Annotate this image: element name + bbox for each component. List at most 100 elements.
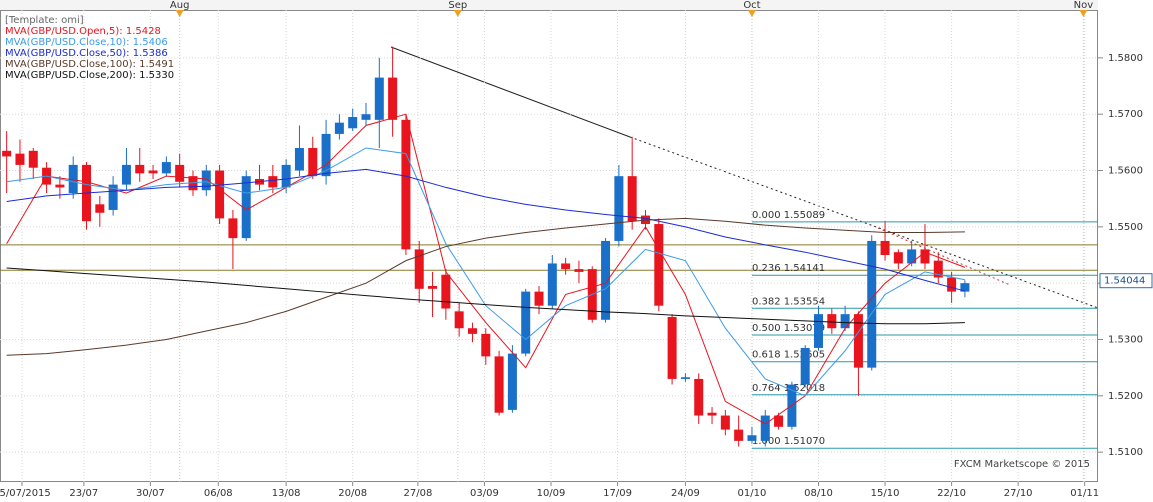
- candle-body: [654, 224, 664, 306]
- x-tick-label: 20/08: [338, 488, 367, 499]
- fib-label: 0.618 1.52605: [752, 350, 825, 361]
- candle-body: [853, 314, 863, 368]
- month-label: Sep: [448, 0, 467, 11]
- candle-body: [933, 260, 943, 278]
- candle-body: [707, 412, 717, 416]
- candle-body: [388, 77, 398, 120]
- candle-body: [494, 356, 504, 413]
- last-price-label: 1.54044: [1104, 276, 1145, 287]
- y-tick-label: 1.5100: [1108, 447, 1143, 458]
- candle-body: [534, 291, 544, 306]
- candle-body: [467, 328, 477, 334]
- candle-body: [627, 176, 637, 222]
- candle-body: [667, 316, 677, 379]
- candle-body: [694, 378, 704, 416]
- fib-label: 1.000 1.51070: [752, 436, 825, 447]
- template-label: [Template: omi]: [5, 15, 84, 26]
- candle-body: [827, 314, 837, 329]
- legend-entry: MVA(GBP/USD.Close,10): 1.5406: [5, 37, 168, 48]
- x-tick-label: 13/08: [272, 488, 301, 499]
- candle-body: [720, 415, 730, 430]
- candle-body: [294, 147, 304, 171]
- candle-body: [95, 204, 105, 213]
- y-tick-label: 1.5800: [1108, 53, 1143, 64]
- candle-body: [481, 333, 491, 357]
- candle-body: [334, 122, 344, 134]
- candle-body: [228, 218, 238, 239]
- trend-line-extension: [629, 136, 1099, 309]
- legend-entry: MVA(GBP/USD.Open,5): 1.5428: [5, 26, 161, 37]
- y-tick-label: 1.5200: [1108, 391, 1143, 402]
- ma-line: [6, 168, 966, 292]
- x-tick-label: 23/07: [69, 488, 98, 499]
- month-marker: [747, 10, 756, 17]
- candle-body: [308, 147, 318, 177]
- x-tick-label: 06/08: [204, 488, 233, 499]
- candle-body: [281, 164, 291, 188]
- watermark: FXCM Marketscope © 2015: [954, 459, 1090, 470]
- candle-body: [175, 164, 185, 182]
- top-strip: [0, 0, 1098, 10]
- candle-body: [241, 176, 251, 239]
- candle-body: [574, 269, 584, 272]
- candle-body: [907, 249, 917, 264]
- candle-body: [893, 252, 903, 264]
- candle-body: [201, 170, 211, 191]
- candle-body: [321, 133, 331, 177]
- candle-body: [55, 184, 65, 188]
- candle-body: [760, 415, 770, 441]
- candle-body: [840, 314, 850, 329]
- candle-body: [680, 377, 690, 379]
- month-label: Aug: [170, 0, 190, 11]
- candle-body: [947, 277, 957, 292]
- candle-body: [401, 119, 411, 250]
- candle-body: [428, 285, 438, 289]
- month-marker: [453, 10, 462, 17]
- ma-line: [6, 147, 966, 397]
- fib-label: 0.000 1.55089: [752, 210, 825, 221]
- y-tick-label: 1.5300: [1108, 334, 1143, 345]
- candle-body: [614, 176, 624, 241]
- x-tick-label: 15/07/2015: [0, 488, 51, 499]
- candle-body: [135, 164, 145, 174]
- candle-body: [800, 347, 810, 385]
- candle-body: [880, 240, 890, 256]
- candle-body: [814, 314, 824, 348]
- last-price-box: [1099, 273, 1153, 289]
- x-tick-label: 10/09: [537, 488, 566, 499]
- legend-entry: MVA(GBP/USD.Close,100): 1.5491: [5, 59, 174, 70]
- candle-body: [521, 291, 531, 354]
- candle-body: [161, 162, 171, 174]
- candle-body: [374, 77, 384, 120]
- y-tick-label: 1.5500: [1108, 222, 1143, 233]
- fib-label: 0.500 1.53079: [752, 323, 825, 334]
- candle-body: [108, 184, 118, 210]
- x-tick-label: 08/10: [804, 488, 833, 499]
- plot-border: [0, 10, 1098, 482]
- x-tick-label: 27/10: [1004, 488, 1033, 499]
- y-tick-label: 1.5600: [1108, 166, 1143, 177]
- candle-body: [507, 353, 517, 410]
- fib-label: 0.382 1.53554: [752, 296, 825, 307]
- x-tick-label: 15/10: [871, 488, 900, 499]
- candle-body: [28, 150, 38, 168]
- candle-body: [454, 311, 464, 329]
- x-tick-label: 01/10: [738, 488, 767, 499]
- ma-line: [6, 217, 965, 356]
- candle-body: [747, 435, 757, 441]
- candle-body: [867, 240, 877, 368]
- candle-body: [734, 429, 744, 441]
- fib-label: 0.236 1.54141: [752, 263, 825, 274]
- month-label: Nov: [1074, 0, 1094, 11]
- x-tick-label: 01/11: [1070, 488, 1099, 499]
- x-tick-label: 30/07: [136, 488, 165, 499]
- candle-body: [601, 240, 611, 320]
- ma-line: [6, 267, 965, 325]
- month-label: Oct: [743, 0, 760, 11]
- legend-entry: MVA(GBP/USD.Close,50): 1.5386: [5, 48, 168, 59]
- trend-line: [390, 46, 631, 138]
